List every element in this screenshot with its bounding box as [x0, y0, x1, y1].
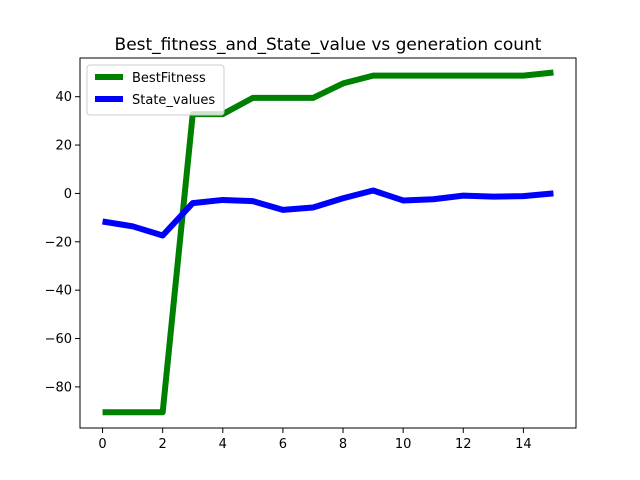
legend-label-0: BestFitness	[132, 71, 206, 86]
x-tick-label: 6	[279, 437, 287, 452]
legend: BestFitness State_values	[86, 64, 225, 116]
x-tick-label: 0	[98, 437, 106, 452]
y-tick-label: 40	[55, 90, 72, 105]
x-tick-label: 10	[395, 437, 412, 452]
y-tick-label: 20	[55, 139, 72, 154]
x-tick-label: 4	[219, 437, 227, 452]
y-tick-label: −40	[45, 284, 72, 299]
x-tick-label: 14	[515, 437, 532, 452]
x-tick-label: 2	[159, 437, 167, 452]
axes: 0 2 4 6 8 10 12 14 −80 −60 −40 −20 0 20 40	[45, 57, 577, 452]
y-tick-label: −80	[45, 380, 72, 395]
y-tick-label: −20	[45, 235, 72, 250]
series-line-0	[102, 69, 554, 416]
x-tick-label: 8	[339, 437, 347, 452]
y-tick-label: 0	[64, 187, 72, 202]
legend-label-1: State_values	[132, 93, 215, 108]
chart-title: Best_fitness_and_State_value vs generati…	[115, 35, 542, 55]
x-tick-label: 12	[455, 437, 472, 452]
plot-area	[102, 69, 554, 416]
axes-frame	[79, 57, 577, 429]
y-tick-label: −60	[45, 332, 72, 347]
series-line-1	[102, 187, 554, 239]
